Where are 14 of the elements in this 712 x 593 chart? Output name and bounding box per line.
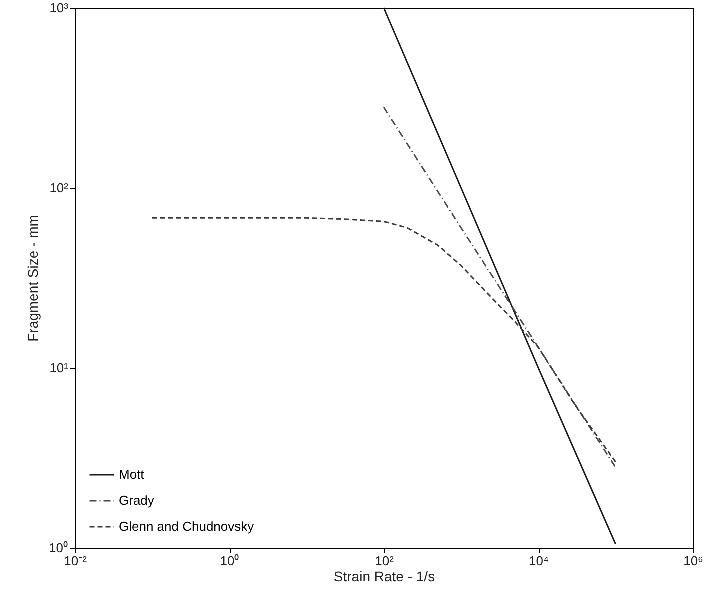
x-tick-label: 10² bbox=[375, 554, 395, 568]
legend-label: Mott bbox=[119, 467, 145, 482]
y-tick-label: 10³ bbox=[50, 0, 70, 16]
y-axis-title: Fragment Size - mm bbox=[25, 215, 42, 342]
x-tick-label: 10⁻² bbox=[64, 554, 88, 568]
y-tick-label: 10¹ bbox=[50, 360, 70, 376]
x-axis-title: Strain Rate - 1/s bbox=[334, 568, 436, 584]
y-tick-label: 10² bbox=[50, 180, 70, 196]
legend-label: Grady bbox=[119, 493, 155, 508]
legend-label: Glenn and Chudnovsky bbox=[119, 519, 255, 534]
x-tick-label: 10⁶ bbox=[684, 554, 704, 568]
y-tick-label: 10⁰ bbox=[49, 540, 68, 556]
x-tick-label: 10⁰ bbox=[220, 554, 240, 568]
x-tick-label: 10⁴ bbox=[528, 554, 550, 568]
